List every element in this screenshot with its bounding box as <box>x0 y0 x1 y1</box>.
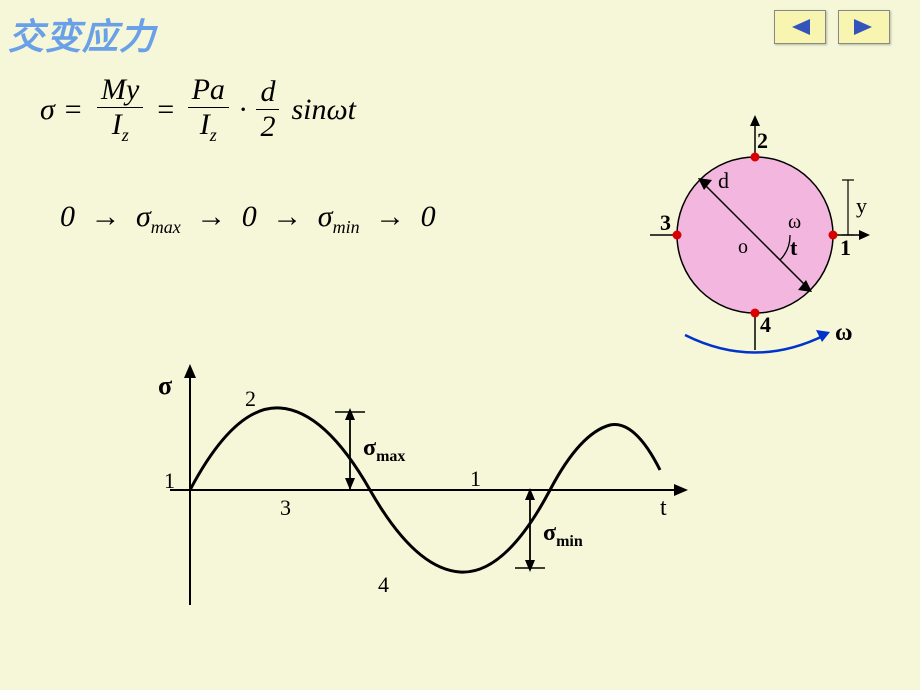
circle-diagram: 2 3 1 4 o t d y ω ω <box>630 110 880 360</box>
den-iz: Iz <box>112 108 129 144</box>
num-d: d <box>256 77 279 110</box>
dot-op: · <box>239 93 247 127</box>
prev-button[interactable] <box>774 10 826 44</box>
fraction-my-iz: My Iz <box>97 75 143 144</box>
arrow-2: → <box>196 200 226 233</box>
label-3: 3 <box>660 210 671 235</box>
zero-3: 0 <box>421 200 436 233</box>
sigma-min: σmin <box>318 200 360 233</box>
triangle-left-icon <box>788 17 812 37</box>
equals-2: = <box>155 93 175 127</box>
arrow-3: → <box>272 200 302 233</box>
den-i: I <box>112 108 122 141</box>
triangle-right-icon <box>852 17 876 37</box>
sine-label-3: 3 <box>280 495 291 520</box>
zero-1: 0 <box>60 200 75 233</box>
sine-label-1b: 1 <box>470 466 481 491</box>
label-omega-rot: ω <box>835 320 853 346</box>
label-t: t <box>790 235 798 260</box>
den-2: 2 <box>260 110 275 142</box>
arrow-4: → <box>375 200 405 233</box>
sigma-symbol: σ <box>40 93 55 127</box>
arrow-1: → <box>91 200 121 233</box>
den-z-sub-2: z <box>210 125 217 145</box>
sine-svg: σ t 1 2 3 4 1 σmax σmin <box>140 360 700 620</box>
sine-label-4: 4 <box>378 572 389 597</box>
sine-diagram: σ t 1 2 3 4 1 σmax σmin <box>140 360 700 620</box>
label-d: d <box>718 168 729 193</box>
equation-1: σ = My Iz = Pa Iz · d 2 sinωt <box>40 75 356 144</box>
fraction-d-2: d 2 <box>256 77 279 142</box>
circle-svg: 2 3 1 4 o t d y ω ω <box>630 110 880 380</box>
sine-label-1: 1 <box>164 468 175 493</box>
equals-1: = <box>63 93 83 127</box>
num-my: My <box>97 75 143 108</box>
label-1: 1 <box>840 235 851 260</box>
den-iz-2: Iz <box>200 108 217 144</box>
fraction-pa-iz: Pa Iz <box>188 75 229 144</box>
sigma-max: σmax <box>136 200 181 233</box>
label-2: 2 <box>757 128 768 153</box>
zero-2: 0 <box>242 200 257 233</box>
label-y: y <box>856 193 867 218</box>
label-4: 4 <box>760 312 771 337</box>
t-axis-label: t <box>660 495 667 521</box>
label-o: o <box>738 236 748 258</box>
den-i-2: I <box>200 108 210 141</box>
num-pa: Pa <box>188 75 229 108</box>
page-title: 交变应力 <box>8 8 156 60</box>
den-z-sub: z <box>122 125 129 145</box>
equation-2: 0 → σmax → 0 → σmin → 0 <box>60 200 436 238</box>
sigma-max-label: σmax <box>363 435 405 465</box>
sigma-axis-label: σ <box>158 371 172 400</box>
next-button[interactable] <box>838 10 890 44</box>
sin-omega-t: sinωt <box>291 93 356 127</box>
sine-label-2: 2 <box>245 386 256 411</box>
nav-buttons <box>766 10 890 49</box>
label-omega-angle: ω <box>788 211 801 233</box>
sigma-min-label: σmin <box>543 520 583 550</box>
